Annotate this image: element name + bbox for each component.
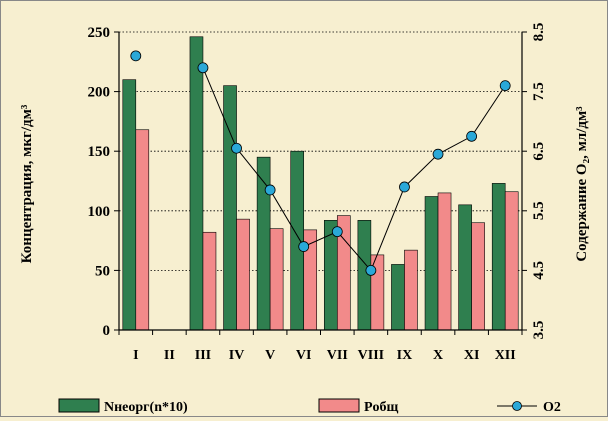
o2-point-V bbox=[264, 184, 276, 196]
legend-label-pobsch: Pобщ bbox=[364, 400, 399, 415]
o2-point-X bbox=[432, 148, 444, 160]
bar-nneorg-VI bbox=[290, 150, 305, 331]
o2-series bbox=[130, 50, 511, 276]
bar-pobsch-XII bbox=[504, 191, 519, 331]
o2-point-XII bbox=[499, 80, 511, 92]
bar-pobsch-IV bbox=[236, 218, 250, 331]
x-tick-label-VII: VII bbox=[327, 348, 348, 363]
o2-point-IV bbox=[231, 142, 242, 154]
axes bbox=[114, 31, 527, 335]
y-tick-label: 250 bbox=[88, 25, 111, 41]
x-tick-label-XII: XII bbox=[495, 348, 516, 363]
y-tick-label: 0 bbox=[103, 323, 111, 339]
o2-point-I bbox=[130, 50, 142, 62]
y2-tick-label: 3.5 bbox=[531, 321, 547, 340]
x-tick-label-VIII: VIII bbox=[358, 348, 384, 363]
o2-point-XI bbox=[466, 130, 478, 142]
bar-pobsch-I bbox=[135, 129, 150, 331]
bar-pobsch-XI bbox=[471, 222, 485, 331]
legend-marker-o2 bbox=[512, 401, 522, 411]
legend: Nнеорг(n*10) Pобщ O2 bbox=[58, 398, 561, 415]
bar-nneorg-III bbox=[189, 36, 204, 331]
bar-pobsch-III bbox=[202, 231, 217, 331]
x-tick-label-VI: VI bbox=[296, 348, 312, 363]
o2-point-IX bbox=[399, 181, 410, 193]
x-tick-label-X: X bbox=[433, 348, 443, 363]
o2-line bbox=[202, 67, 506, 272]
bar-nneorg-IX bbox=[391, 264, 405, 331]
o2-point-VII bbox=[331, 226, 343, 238]
x-tick-label-I: I bbox=[133, 348, 138, 363]
legend-label-o2: O2 bbox=[543, 400, 561, 415]
bars bbox=[122, 36, 519, 331]
y2-axis-label: Содержание O₂, мл/дм³ bbox=[574, 106, 590, 262]
legend-swatch-pobsch bbox=[318, 398, 360, 413]
o2-point-III bbox=[197, 62, 209, 74]
y-tick-label: 200 bbox=[88, 85, 111, 101]
y-tick-label: 50 bbox=[95, 263, 110, 279]
y-axis-label: Концентрация, мкг/дм³ bbox=[19, 104, 35, 263]
x-tick-label-IV: IV bbox=[229, 348, 245, 363]
bar-nneorg-XI bbox=[458, 204, 472, 331]
legend-swatch-nneorg bbox=[58, 398, 100, 413]
x-tick-label-IX: IX bbox=[397, 348, 413, 363]
x-tick-label-V: V bbox=[265, 348, 275, 363]
legend-label-nneorg: Nнеорг(n*10) bbox=[104, 400, 188, 415]
y2-tick-label: 8.5 bbox=[531, 23, 547, 42]
y2-tick-label: 4.5 bbox=[531, 261, 547, 280]
bar-pobsch-V bbox=[269, 228, 284, 331]
bar-pobsch-IX bbox=[404, 249, 418, 331]
bar-pobsch-X bbox=[437, 192, 452, 331]
x-tick-label-II: II bbox=[164, 348, 175, 363]
bar-nneorg-XII bbox=[491, 183, 506, 331]
o2-point-VIII bbox=[365, 264, 377, 276]
o2-point-VI bbox=[298, 241, 310, 252]
x-tick-label-III: III bbox=[195, 348, 211, 363]
bar-nneorg-X bbox=[424, 196, 439, 331]
gridlines bbox=[119, 31, 522, 271]
bar-nneorg-V bbox=[256, 156, 271, 331]
bar-nneorg-I bbox=[122, 79, 137, 331]
x-tick-label-XI: XI bbox=[464, 348, 480, 363]
y2-tick-label: 5.5 bbox=[531, 201, 547, 220]
y2-tick-label: 7.5 bbox=[531, 82, 547, 101]
y-tick-label: 150 bbox=[88, 144, 111, 160]
y2-tick-label: 6.5 bbox=[531, 142, 547, 161]
y-tick-label: 100 bbox=[88, 204, 111, 220]
